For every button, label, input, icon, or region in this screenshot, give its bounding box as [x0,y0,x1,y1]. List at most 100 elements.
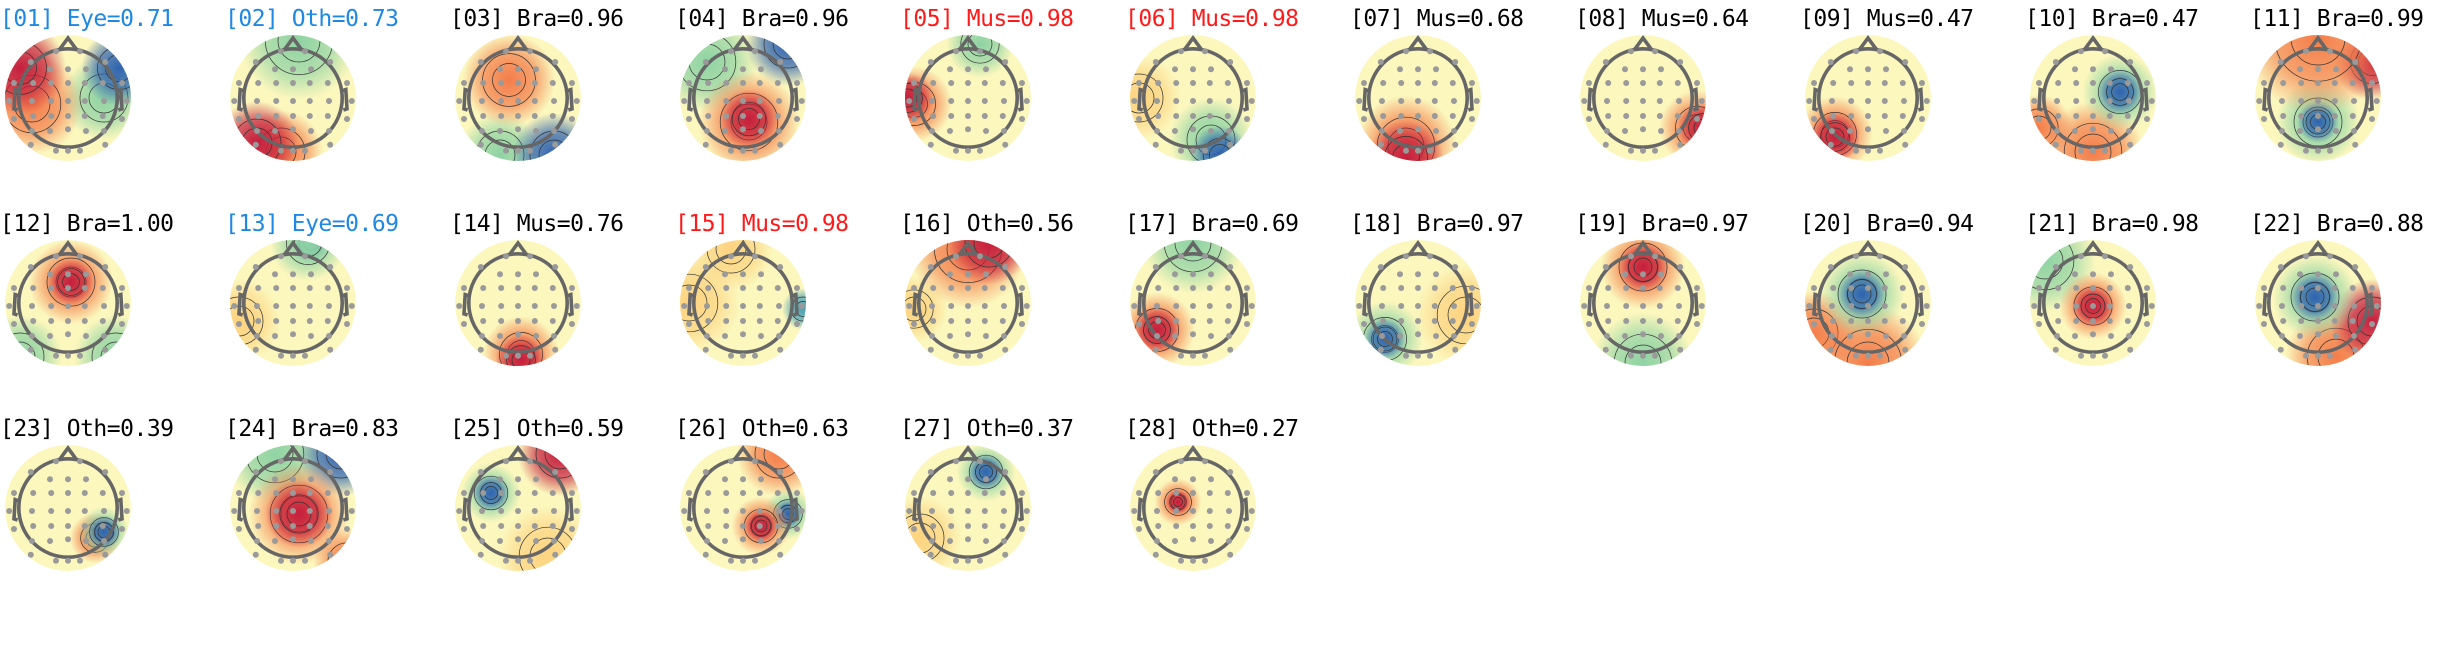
electrode-marker [477,551,484,558]
electrode-marker [531,303,538,309]
contour-line [1825,127,1845,147]
electrode-marker [497,128,503,134]
electrode-marker [101,303,107,309]
electrode-marker [2298,113,2305,119]
electrode-marker [1853,253,1859,260]
component-title: [19] Bra=0.97 [1575,211,1749,237]
ear-icon [1137,87,1145,112]
electrode-marker [1415,147,1421,154]
electrode-marker [2315,126,2321,133]
electrode-marker [531,80,538,86]
electrode-marker [549,113,556,119]
contour-line [738,108,760,130]
electrode-marker [930,523,937,529]
electrode-marker [48,98,55,104]
topomap [905,239,1031,366]
electrode-marker [686,321,692,327]
electrode-marker [1172,538,1178,544]
electrode-marker [65,147,71,154]
topomap [5,444,131,571]
electrode-marker [2298,303,2305,309]
electrode-marker [1019,285,1025,291]
electrode-marker [278,458,284,465]
electrode-marker [1698,303,1705,309]
electrode-marker [255,318,262,324]
activation-blob [1809,304,1927,366]
electrode-marker [1806,303,1813,309]
electrode-marker [272,476,278,483]
electrode-marker [776,98,782,104]
electrode-marker [290,271,296,278]
electrode-marker [983,476,989,483]
electrode-marker [705,490,712,496]
electrode-marker [965,331,971,338]
electrode-marker [2373,303,2380,309]
head-outline [1142,457,1244,559]
electrode-marker [515,476,521,483]
electrode-marker [1605,318,1612,324]
electrode-marker [515,285,521,291]
electrode-marker [255,113,262,119]
electrode-marker [1019,80,1025,86]
electrode-marker [1881,80,1888,86]
electrode-marker [1451,128,1457,134]
electrode-marker [123,303,130,309]
electrode-marker [236,285,242,291]
electrode-marker [461,321,467,327]
electrode-marker [2055,80,2062,86]
electrode-marker [2280,113,2287,119]
electrode-marker [723,523,730,529]
electrode-marker [1002,469,1009,475]
activation-blob [462,35,556,127]
electrode-marker [1847,333,1853,339]
electrode-marker [252,141,259,148]
electrode-marker [1656,318,1663,324]
electrode-marker [947,66,953,73]
electrode-marker [2349,318,2356,324]
electrode-marker [515,557,521,564]
electrode-marker [965,271,971,278]
electrode-marker [254,303,260,309]
nose-icon [1858,239,1878,256]
electrode-marker [2055,285,2062,291]
electrode-marker [2078,253,2084,260]
ear-icon [791,292,799,317]
electrode-marker [272,66,278,73]
ear-icon [1916,87,1924,112]
component-title: [02] Oth=0.73 [225,6,399,32]
electrode-marker [254,333,260,339]
electrode-marker [1827,346,1834,353]
electrode-marker [1656,303,1663,309]
electrode-marker [1190,318,1196,324]
electrode-marker [1881,98,1888,104]
electrode-marker [1226,538,1232,544]
electrode-marker [81,113,88,119]
topomap [1805,34,1931,161]
electrode-marker [101,98,107,104]
contour-line [286,501,312,527]
electrode-marker [1178,147,1184,154]
contour-line [680,273,719,333]
electrode-marker [2106,285,2113,291]
electrode-marker [515,318,521,324]
electrode-marker [2331,285,2338,291]
electrode-marker [302,253,308,260]
electrode-marker [1827,264,1834,270]
electrode-marker [1002,59,1009,65]
electrode-marker [81,318,88,324]
electrode-marker [326,508,332,514]
electrode-marker [1865,66,1871,73]
electrode-marker [1827,59,1834,65]
electrode-marker [2055,318,2062,324]
electrode-marker [273,318,280,324]
electrode-marker [2261,80,2267,86]
electrode-marker [1152,469,1159,475]
electrode-marker [48,303,55,309]
electrode-marker [2090,147,2096,154]
electrode-marker [752,48,758,55]
electrode-marker [752,253,758,260]
electrode-marker [1811,285,1817,291]
electrode-marker [30,523,37,529]
electrode-marker [948,508,955,514]
electrode-marker [348,508,355,514]
